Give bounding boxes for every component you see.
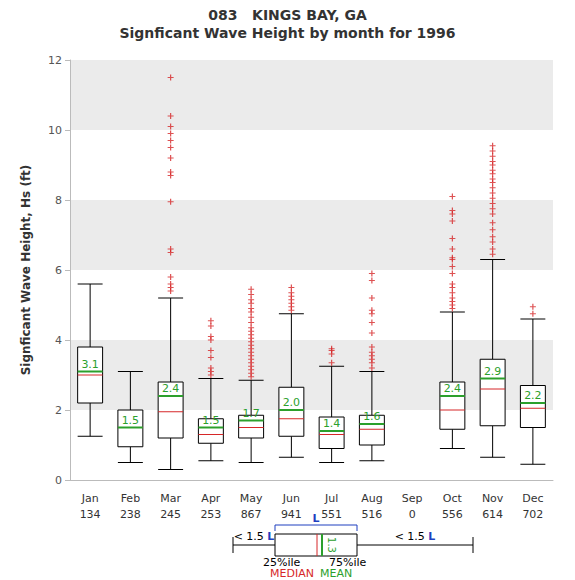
svg-text:3.1: 3.1: [81, 358, 99, 371]
svg-text:25%ile: 25%ile: [263, 556, 301, 569]
svg-text:2.2: 2.2: [524, 389, 542, 402]
svg-text:Jul: Jul: [324, 492, 338, 505]
svg-text:Signficant Wave Height, Hs (ft: Signficant Wave Height, Hs (ft): [19, 165, 33, 376]
svg-text:Apr: Apr: [201, 492, 221, 505]
svg-text:75%ile: 75%ile: [329, 556, 367, 569]
svg-text:L: L: [428, 530, 435, 543]
svg-text:1.4: 1.4: [323, 417, 341, 430]
svg-text:L: L: [312, 512, 319, 525]
svg-text:2.0: 2.0: [283, 396, 301, 409]
svg-text:L: L: [267, 530, 274, 543]
svg-text:0: 0: [409, 508, 416, 521]
svg-text:6: 6: [55, 264, 62, 277]
svg-text:238: 238: [120, 508, 141, 521]
svg-text:May: May: [240, 492, 263, 505]
svg-text:245: 245: [160, 508, 181, 521]
svg-text:2.9: 2.9: [484, 365, 502, 378]
svg-text:Feb: Feb: [121, 492, 140, 505]
svg-text:1.5: 1.5: [202, 414, 220, 427]
svg-text:8: 8: [55, 194, 62, 207]
svg-text:134: 134: [80, 508, 101, 521]
svg-text:< 1.5: < 1.5: [395, 530, 429, 543]
svg-text:Signficant Wave Height by mont: Signficant Wave Height by month for 1996: [119, 25, 455, 41]
svg-text:1.6: 1.6: [363, 410, 381, 423]
svg-text:Jan: Jan: [81, 492, 99, 505]
svg-text:Dec: Dec: [522, 492, 543, 505]
svg-text:4: 4: [55, 334, 62, 347]
svg-text:2: 2: [55, 404, 62, 417]
svg-text:MEAN: MEAN: [320, 567, 352, 580]
svg-text:0: 0: [55, 474, 62, 487]
svg-text:867: 867: [241, 508, 262, 521]
svg-text:< 1.5: < 1.5: [234, 530, 268, 543]
svg-text:516: 516: [361, 508, 382, 521]
svg-text:2.4: 2.4: [162, 382, 180, 395]
svg-text:MEDIAN: MEDIAN: [270, 567, 314, 580]
svg-text:551: 551: [321, 508, 342, 521]
svg-text:556: 556: [442, 508, 463, 521]
svg-text:1.3: 1.3: [326, 537, 337, 553]
svg-text:614: 614: [482, 508, 503, 521]
svg-text:941: 941: [281, 508, 302, 521]
svg-text:12: 12: [48, 54, 62, 67]
svg-text:083 KINGS BAY, GA: 083 KINGS BAY, GA: [208, 7, 367, 23]
svg-text:Aug: Aug: [361, 492, 382, 505]
svg-text:1.5: 1.5: [122, 414, 140, 427]
svg-text:10: 10: [48, 124, 62, 137]
svg-text:2.4: 2.4: [444, 382, 462, 395]
svg-text:Sep: Sep: [402, 492, 423, 505]
svg-text:253: 253: [200, 508, 221, 521]
svg-text:Jun: Jun: [282, 492, 300, 505]
svg-text:702: 702: [522, 508, 543, 521]
svg-text:Nov: Nov: [482, 492, 504, 505]
svg-text:Mar: Mar: [160, 492, 181, 505]
svg-text:1.7: 1.7: [242, 407, 260, 420]
svg-text:Oct: Oct: [443, 492, 463, 505]
